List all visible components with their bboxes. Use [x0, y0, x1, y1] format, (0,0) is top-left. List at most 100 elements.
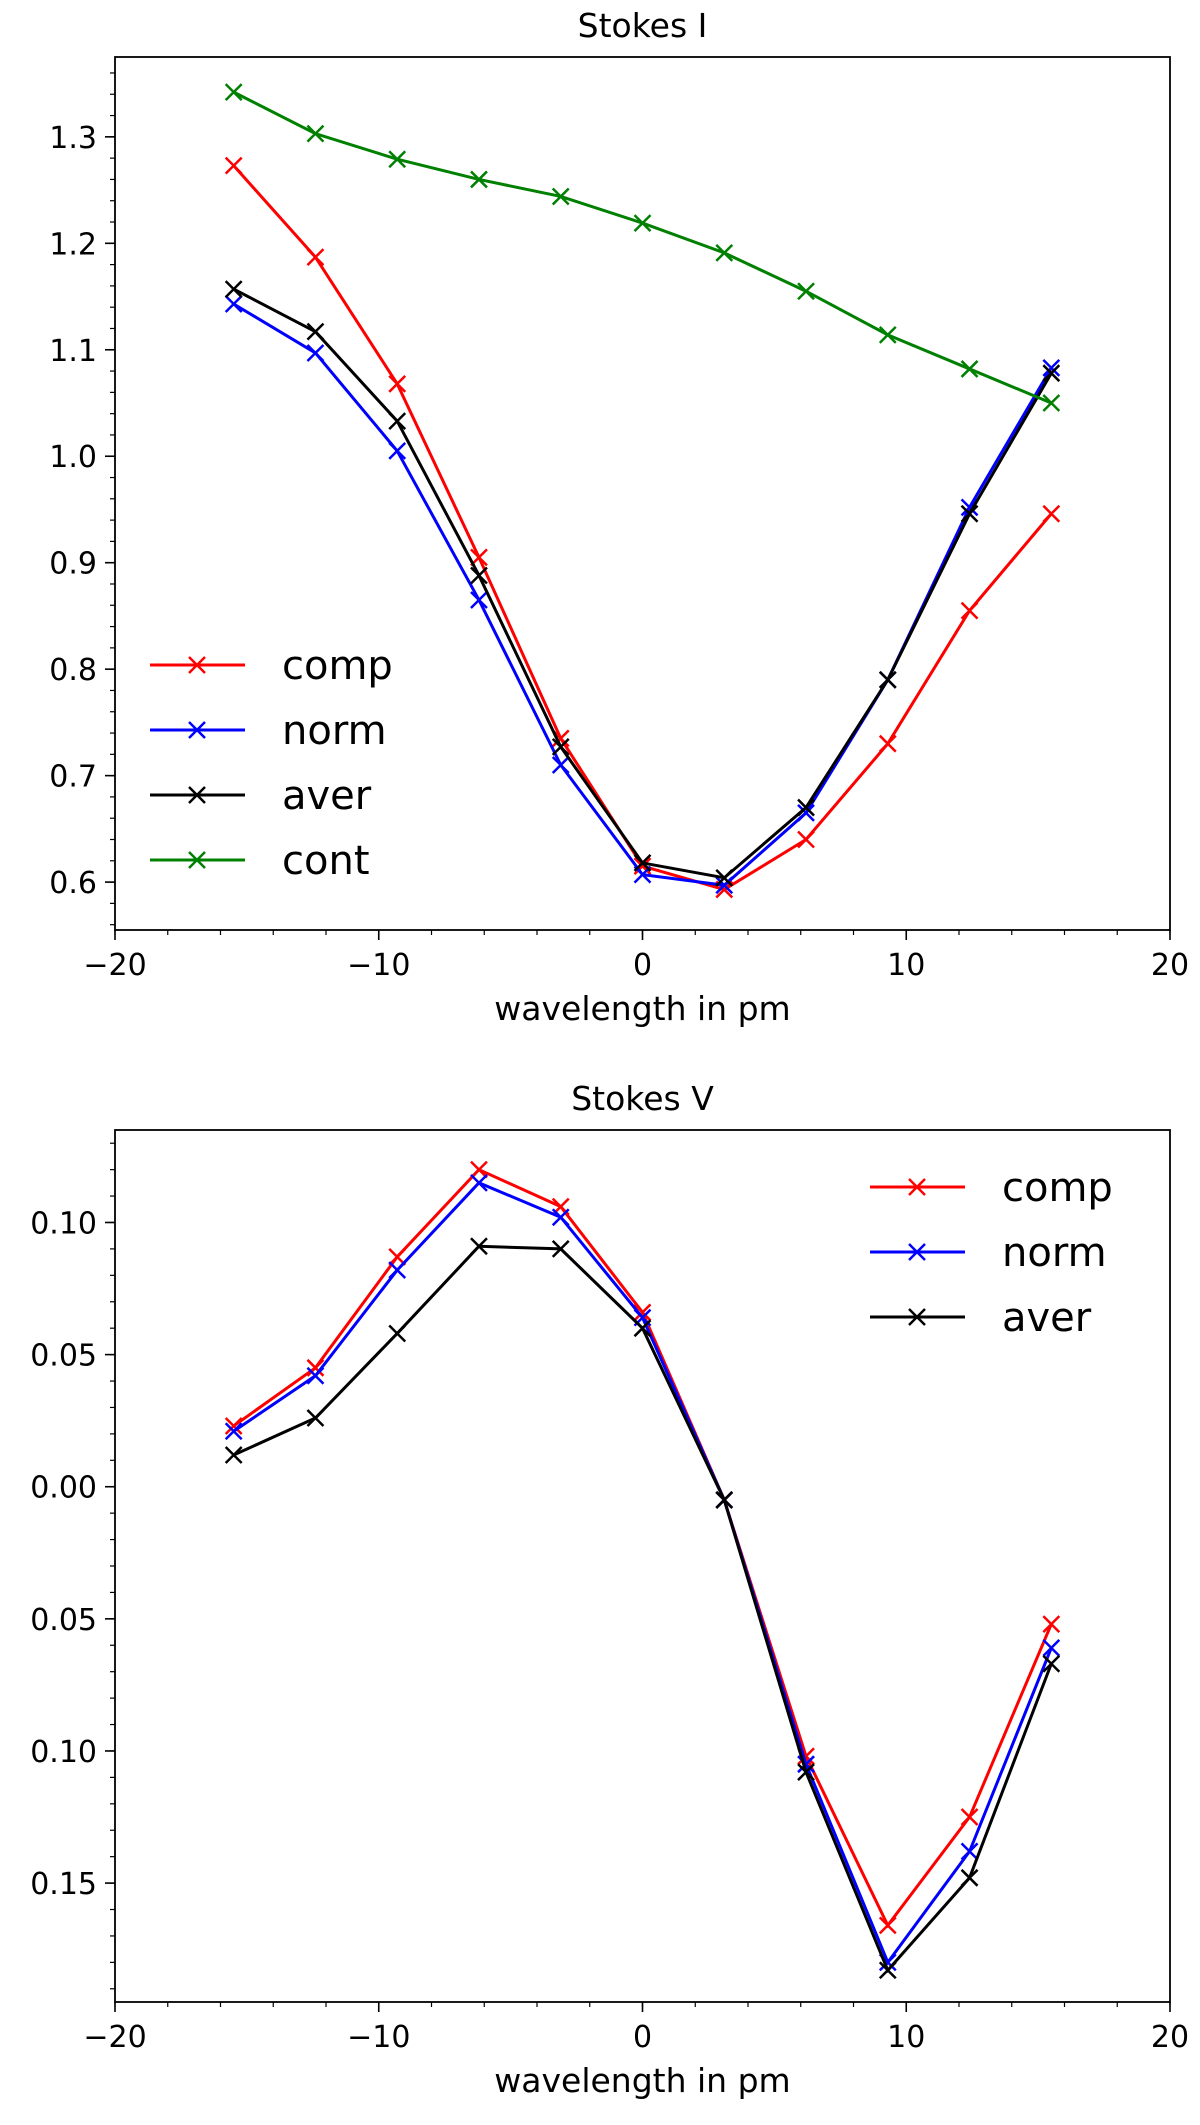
y-tick-label: 0.05: [30, 1339, 97, 1374]
data-point-aver: [878, 1961, 897, 1980]
data-point-norm: [1042, 1639, 1061, 1657]
data-point-comp: [878, 734, 897, 753]
data-point-aver: [797, 1763, 815, 1781]
series-aver: [224, 1237, 1061, 1980]
legend-label-comp: comp: [1002, 1165, 1113, 1211]
series-cont: [224, 83, 1061, 412]
series-line-aver: [233, 1244, 1053, 1974]
data-point-comp: [306, 248, 325, 267]
chart-0: Stokes I −20 −10 0 10 20 0.6 0.7 0.8 0.9 1.0 1.1 1.2…: [49, 6, 1189, 1028]
data-point-cont: [306, 124, 325, 143]
y-tick-label: 1.2: [49, 227, 97, 262]
data-point-aver: [1042, 1654, 1061, 1673]
x-tick-label: 20: [1151, 948, 1189, 983]
data-point-aver: [878, 670, 897, 689]
data-point-comp: [1042, 1615, 1061, 1634]
data-point-cont: [224, 83, 243, 102]
data-point-norm: [715, 876, 734, 895]
data-point-norm: [306, 1366, 325, 1385]
data-point-aver: [551, 1240, 570, 1258]
data-point-comp: [797, 830, 815, 849]
y-tick-label: 0.9: [49, 547, 97, 582]
x-tick-label: −10: [347, 948, 410, 983]
plot-frame: [114, 1129, 1171, 2003]
x-tick-label: 10: [887, 948, 925, 983]
data-point-comp: [224, 156, 243, 175]
y-tick-label: 0.15: [30, 1867, 97, 1902]
legend-label-comp: comp: [282, 643, 393, 689]
y-tick-label: 1.0: [49, 440, 97, 475]
data-point-cont: [797, 282, 815, 301]
data-point-aver: [960, 504, 979, 523]
data-point-comp: [878, 1916, 897, 1935]
y-tick-label: 0.05: [30, 1603, 97, 1638]
y-tick-label: 1.1: [49, 334, 97, 369]
series-line-norm: [232, 1181, 1053, 1966]
data-point-norm: [470, 591, 488, 609]
data-point-cont: [388, 150, 407, 169]
data-point-cont: [470, 170, 488, 189]
y-tick-label: 1.3: [49, 121, 97, 156]
data-point-comp: [1042, 504, 1061, 523]
data-point-aver: [797, 798, 815, 817]
series-line-cont: [233, 90, 1052, 405]
data-point-aver: [224, 280, 243, 298]
data-point-comp: [960, 601, 979, 620]
legend-label-norm: norm: [282, 708, 387, 754]
data-point-aver: [633, 1319, 652, 1338]
x-tick-label: −20: [83, 948, 146, 983]
legend-label-norm: norm: [1002, 1230, 1107, 1276]
legend-label-aver: aver: [1002, 1295, 1092, 1341]
series-line-comp: [232, 1167, 1053, 1929]
data-point-aver: [470, 566, 488, 585]
chart-title: Stokes V: [571, 1079, 714, 1118]
x-tick-label: −20: [83, 2020, 146, 2055]
x-tick-label: 0: [633, 948, 652, 983]
data-point-comp: [224, 1417, 243, 1435]
data-point-cont: [960, 360, 979, 378]
series-norm: [224, 1173, 1061, 1972]
x-tick-label: 0: [633, 2020, 652, 2055]
data-point-aver: [715, 868, 734, 887]
legend: comp norm aver cont: [150, 643, 393, 884]
data-point-aver: [388, 412, 407, 430]
y-tick-label: 0.7: [49, 760, 97, 795]
data-point-norm: [306, 344, 325, 362]
data-point-aver: [470, 1237, 488, 1256]
data-point-norm: [470, 1173, 488, 1192]
plot-frame: [114, 56, 1171, 931]
data-point-norm: [388, 1261, 407, 1279]
data-point-cont: [1042, 394, 1061, 412]
data-point-norm: [551, 1208, 570, 1227]
data-point-norm: [224, 1422, 243, 1441]
x-tick-label: 20: [1151, 2020, 1189, 2055]
data-point-comp: [633, 857, 652, 876]
x-tick-label: −10: [347, 2020, 410, 2055]
data-point-cont: [715, 244, 734, 262]
x-tick-label: 10: [887, 2020, 925, 2055]
y-tick-label: 0.8: [49, 653, 97, 688]
data-point-norm: [551, 756, 570, 774]
data-point-aver: [224, 1446, 243, 1464]
chart-1: Stokes V −20 −10 0 10 20 0.10 0.05 0.00 0.05 0.10 0…: [30, 1079, 1189, 2100]
data-point-comp: [306, 1358, 325, 1377]
legend: comp norm aver: [870, 1165, 1113, 1341]
data-point-cont: [633, 214, 652, 232]
data-point-aver: [715, 1491, 734, 1509]
data-point-norm: [797, 804, 815, 822]
legend-label-aver: aver: [282, 773, 372, 819]
y-tick-label: 0.6: [49, 866, 97, 901]
legend-label-cont: cont: [282, 838, 370, 884]
x-axis-title: wavelength in pm: [494, 2061, 790, 2100]
data-point-aver: [1042, 364, 1061, 383]
data-point-norm: [388, 442, 407, 460]
data-point-comp: [633, 1303, 652, 1322]
data-point-comp: [470, 1160, 488, 1179]
data-point-aver: [306, 1409, 325, 1427]
chart-title: Stokes I: [578, 6, 708, 45]
data-point-aver: [551, 737, 570, 756]
data-point-aver: [960, 1868, 979, 1887]
data-point-aver: [306, 322, 325, 341]
y-tick-label: 0.10: [30, 1735, 97, 1770]
